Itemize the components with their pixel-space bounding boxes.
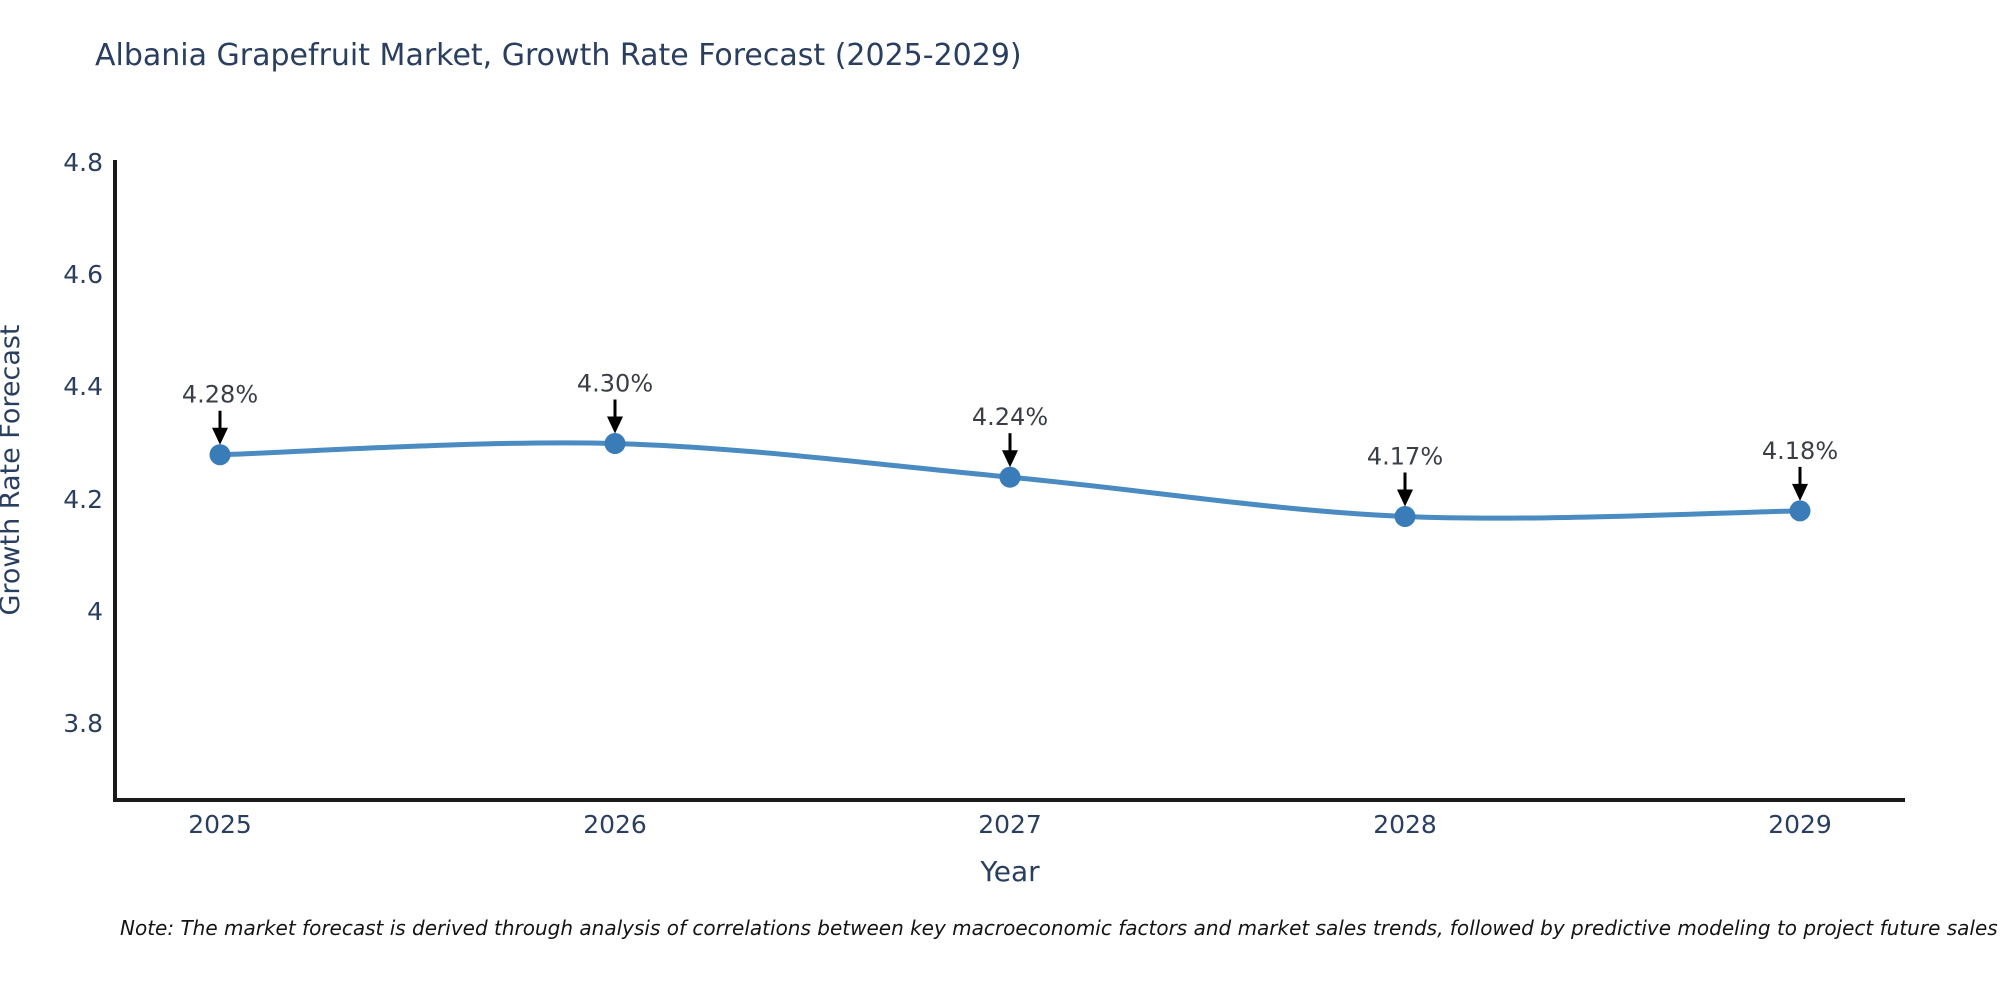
annotation-arrow-head	[1397, 489, 1413, 507]
data-point-2027	[999, 466, 1021, 488]
annotation-arrow-head	[1002, 450, 1018, 468]
point-annotation-label: 4.17%	[1367, 442, 1443, 470]
y-tick-label-4.4: 4.4	[63, 372, 103, 402]
y-tick-label-4.6: 4.6	[63, 260, 103, 290]
x-tick-label-2026: 2026	[583, 810, 647, 839]
axis-spines	[113, 160, 1905, 802]
x-tick-label-2028: 2028	[1373, 810, 1437, 839]
y-tick-label-4.8: 4.8	[63, 147, 103, 177]
annotation-arrow-head	[212, 427, 228, 445]
footnote: Note: The market forecast is derived thr…	[120, 916, 1998, 940]
annotation-arrow-head	[607, 416, 623, 434]
x-tick-label-2027: 2027	[978, 810, 1042, 839]
y-tick-label-3.8: 3.8	[63, 709, 103, 739]
point-annotation-label: 4.28%	[182, 381, 258, 409]
x-tick-label-2025: 2025	[188, 810, 252, 839]
data-point-2029	[1789, 500, 1811, 522]
data-point-2026	[604, 433, 626, 455]
point-annotation-label: 4.18%	[1762, 437, 1838, 465]
annotation-arrow-head	[1792, 483, 1808, 501]
y-tick-label-4: 4	[87, 596, 103, 626]
data-point-2025	[209, 444, 231, 466]
y-tick-label-4.2: 4.2	[63, 484, 103, 514]
chart-title: Albania Grapefruit Market, Growth Rate F…	[95, 38, 1022, 73]
x-tick-label-2029: 2029	[1768, 810, 1832, 839]
point-annotation-label: 4.30%	[577, 370, 653, 398]
x-axis-title: Year	[980, 855, 1040, 888]
point-annotation-label: 4.24%	[972, 403, 1048, 431]
data-point-2028	[1394, 505, 1416, 527]
